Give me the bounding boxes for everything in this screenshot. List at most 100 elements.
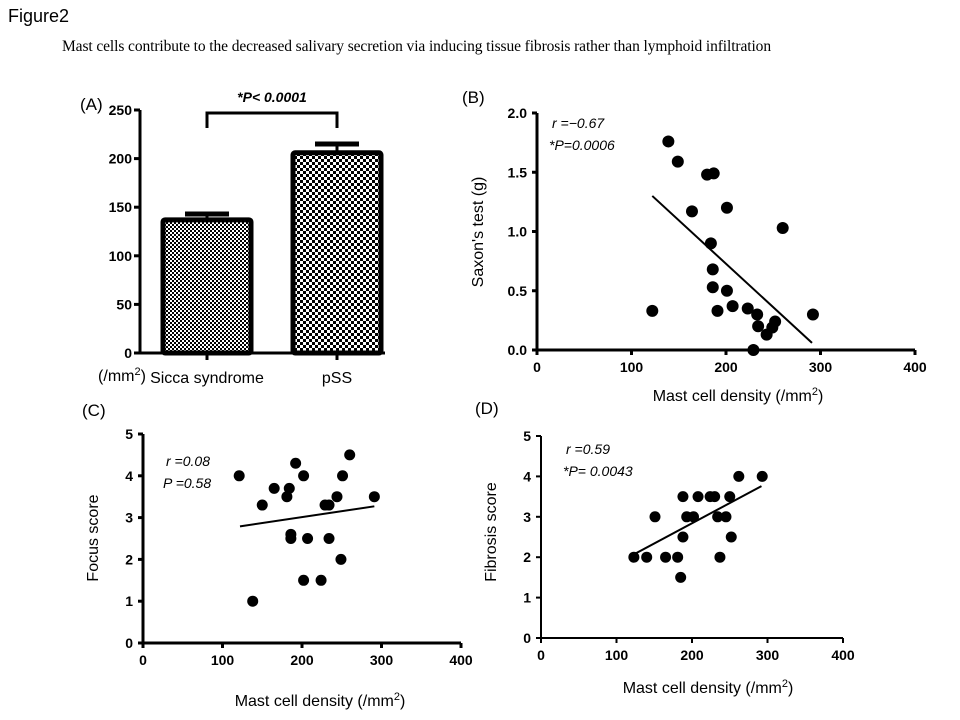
- x-tick-label: 0: [537, 647, 545, 663]
- data-point: [751, 308, 764, 321]
- data-point: [315, 574, 327, 586]
- trend-line: [651, 195, 813, 344]
- panel-d-label: (D): [475, 399, 499, 418]
- data-point: [662, 135, 675, 148]
- data-point: [660, 551, 672, 563]
- data-point: [649, 511, 661, 523]
- y-tick-label: 3: [125, 510, 133, 526]
- x-tick-label: 200: [680, 647, 704, 663]
- data-point: [685, 205, 698, 218]
- y-tick-label: 2: [523, 549, 531, 565]
- x-axis-label: Mast cell density (/mm2): [623, 678, 794, 697]
- data-point: [285, 533, 297, 544]
- x-tick-label: 0: [533, 359, 541, 375]
- y-tick-label: 2.0: [508, 105, 528, 121]
- x-category-label: Sicca syndrome: [150, 370, 264, 387]
- stat-r-label: r =0.59: [566, 441, 610, 457]
- y-tick-label: 0: [125, 635, 133, 651]
- y-tick-label: 3: [523, 509, 531, 525]
- data-point: [704, 237, 717, 250]
- data-point: [726, 300, 739, 313]
- data-point: [281, 491, 293, 503]
- x-tick-label: 400: [903, 359, 927, 375]
- data-point: [323, 533, 335, 544]
- panel-d-scatter: 0 1 2 3 4 5 0 100 200 300 400 r =0.59 *P= 0.0043 Mast…: [483, 428, 855, 697]
- data-point: [298, 574, 310, 586]
- data-point: [298, 470, 310, 482]
- stat-p-label: P =0.58: [163, 475, 211, 491]
- x-tick-label: 300: [756, 647, 780, 663]
- y-axis-label: Saxon's test (g): [470, 177, 487, 288]
- y-tick-label: 0: [523, 630, 531, 646]
- y-axis-label: Focus score: [85, 494, 102, 581]
- data-point: [711, 304, 724, 317]
- x-tick-label: 400: [449, 652, 473, 668]
- data-point: [714, 551, 726, 563]
- data-point: [368, 491, 380, 503]
- data-point: [256, 499, 268, 511]
- data-point: [692, 491, 704, 503]
- x-tick-label: 100: [620, 359, 644, 375]
- y-tick-label: 5: [523, 428, 531, 444]
- x-tick-label: 400: [831, 647, 855, 663]
- data-point: [290, 457, 302, 469]
- y-tick-label: 1.0: [508, 224, 528, 240]
- data-point: [641, 551, 653, 563]
- data-point: [646, 304, 659, 317]
- data-point: [672, 551, 684, 563]
- x-category-label: pSS: [322, 370, 352, 387]
- data-point: [628, 551, 640, 563]
- stat-r-label: r =0.08: [166, 453, 210, 469]
- y-tick-label: 4: [523, 468, 531, 484]
- x-tick-label: 100: [605, 647, 629, 663]
- figure-caption: Mast cells contribute to the decreased s…: [62, 38, 771, 55]
- x-tick-label: 200: [714, 359, 738, 375]
- data-point: [725, 531, 737, 543]
- data-point: [335, 553, 347, 565]
- y-tick-label: 0.0: [508, 342, 528, 358]
- data-point: [709, 491, 721, 503]
- bar: [160, 217, 254, 356]
- stat-p-label: *P= 0.0043: [563, 463, 633, 479]
- data-point: [671, 155, 684, 168]
- x-tick-label: 0: [139, 652, 147, 668]
- data-point: [720, 511, 732, 523]
- data-point: [323, 499, 335, 511]
- data-point: [268, 482, 280, 494]
- y-tick-label: 150: [109, 199, 133, 215]
- data-point: [707, 167, 720, 180]
- data-point: [331, 491, 343, 503]
- y-tick-label: 50: [116, 296, 132, 312]
- x-tick-label: 100: [211, 652, 235, 668]
- figure-label: Figure2: [8, 6, 70, 26]
- y-tick-label: 4: [125, 468, 133, 484]
- data-point: [747, 344, 760, 356]
- y-unit-label: (/mm2): [98, 366, 146, 385]
- data-point: [769, 315, 782, 328]
- panel-c-scatter: 0 1 2 3 4 5 0 100 200 300 400 r =0.08 P =0.58 Mast ce…: [85, 426, 473, 710]
- data-point: [677, 491, 689, 503]
- data-point: [247, 595, 259, 607]
- data-point: [724, 491, 736, 503]
- data-point: [337, 470, 349, 482]
- data-point: [720, 201, 733, 214]
- y-tick-label: 1: [125, 593, 133, 609]
- data-point: [806, 308, 819, 321]
- y-tick-label: 2: [125, 551, 133, 567]
- data-point: [720, 284, 733, 297]
- data-point: [688, 511, 700, 523]
- data-point: [302, 533, 314, 544]
- data-point: [706, 281, 719, 294]
- stat-p-label: *P=0.0006: [549, 137, 615, 153]
- panel-a-bar-chart: 0 50 100 150 200 250 Sicca syndrome pSS (/mm2) *P…: [98, 89, 385, 387]
- data-point: [344, 449, 356, 461]
- bar: [290, 150, 384, 356]
- y-tick-label: 1: [523, 590, 531, 606]
- trend-line: [634, 485, 762, 555]
- trend-line: [239, 505, 375, 528]
- y-tick-label: 0.5: [508, 283, 528, 299]
- data-point: [752, 320, 765, 333]
- data-point: [733, 470, 745, 482]
- significance-label: *P< 0.0001: [237, 89, 307, 105]
